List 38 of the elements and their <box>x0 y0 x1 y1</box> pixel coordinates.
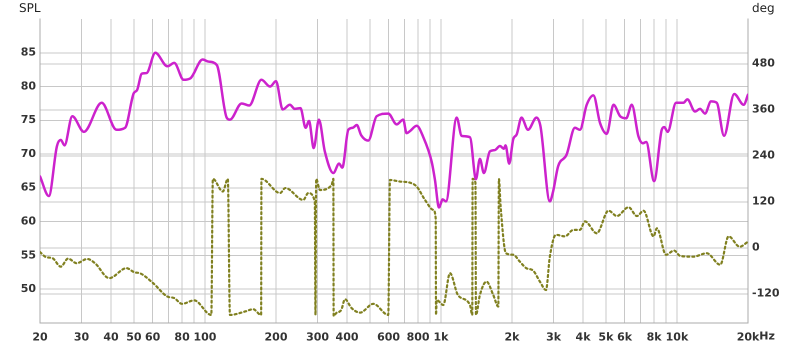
y2-tick-label: 480 <box>752 56 776 70</box>
x-tick-label: 400 <box>336 330 359 344</box>
x-tick-label: 50 <box>126 330 142 344</box>
y2-axis-title: deg <box>752 1 775 16</box>
x-tick-label: 5k <box>598 330 614 344</box>
x-tick-label: 30 <box>74 330 90 344</box>
x-tick-label: 6k <box>617 330 633 344</box>
x-tick-label: 600 <box>377 330 400 344</box>
x-tick-label: 20 <box>32 330 48 344</box>
y-tick-label: 70 <box>20 146 36 160</box>
y2-tick-label: -120 <box>752 286 780 300</box>
y2-tick-label: 360 <box>752 102 776 116</box>
x-tick-label: 800 <box>406 330 430 344</box>
x-tick-label: 10k <box>666 330 689 344</box>
x-tick-label: 300 <box>306 330 330 344</box>
x-tick-label: 8k <box>646 330 662 344</box>
x-tick-label: 3k <box>546 330 562 344</box>
y-tick-label: 80 <box>20 79 36 92</box>
y-tick-label: 65 <box>20 180 36 194</box>
y2-tick-label: 120 <box>752 194 776 208</box>
y-tick-label: 50 <box>20 282 36 296</box>
x-tick-label: 80 <box>174 330 190 344</box>
y2-tick-label: 0 <box>752 240 760 254</box>
x-tick-label: 200 <box>264 330 288 344</box>
y-tick-label: 75 <box>20 113 36 126</box>
y2-tick-label: 240 <box>752 148 776 162</box>
x-tick-label: 1k <box>433 330 450 344</box>
x-tick-label: 60 <box>144 330 161 344</box>
x-axis-title: Hz <box>759 329 775 342</box>
x-tick-label: 4k <box>576 330 592 344</box>
y-axis-title: SPL <box>19 1 41 16</box>
x-tick-label: 20k <box>736 330 760 344</box>
y-tick-label: 60 <box>20 214 36 228</box>
y-tick-label: 85 <box>20 46 36 59</box>
y-tick-label: 55 <box>20 248 36 262</box>
x-tick-label: 100 <box>193 330 217 344</box>
x-tick-label: 2k <box>504 330 520 344</box>
x-tick-label: 40 <box>103 330 120 344</box>
